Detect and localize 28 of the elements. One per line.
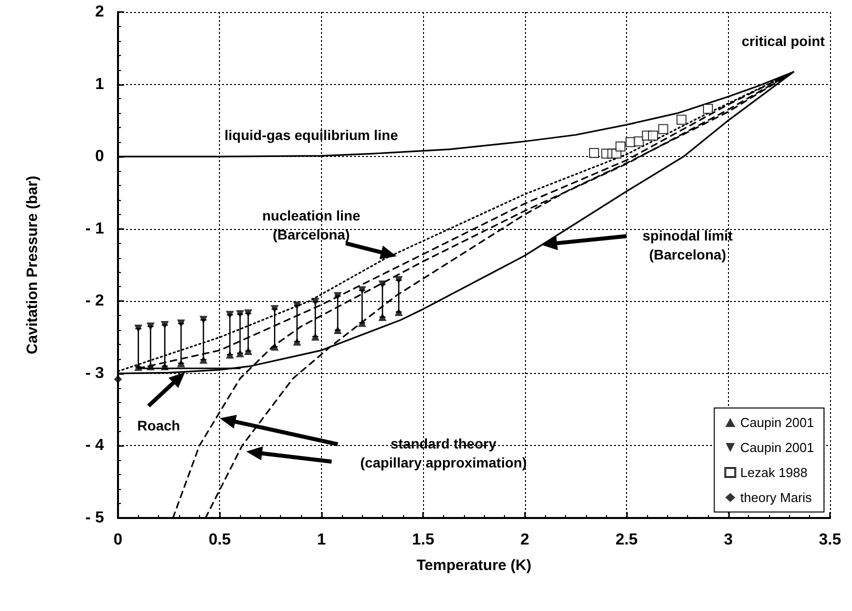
annotation: Roach <box>137 417 180 434</box>
y-tick-label: 1 <box>95 76 104 93</box>
x-tick-label: 3 <box>724 532 733 548</box>
x-axis-title: Temperature (K) <box>416 557 532 574</box>
x-tick-label: 2 <box>520 532 530 548</box>
annotation: nucleation line (Barcelona) <box>262 208 360 243</box>
x-tick-label: 1 <box>316 532 326 548</box>
y-tick-label: - 4 <box>85 437 104 454</box>
y-axis-title: Cavitation Pressure (bar) <box>24 176 41 354</box>
y-tick-label: - 3 <box>85 364 104 382</box>
legend-label: Lezak 1988 <box>740 465 808 480</box>
legend-label: theory Maris <box>740 490 812 505</box>
x-tick-label: 3.5 <box>818 532 842 548</box>
y-tick-label: - 2 <box>85 292 104 310</box>
legend-label: Caupin 2001 <box>740 440 814 455</box>
y-tick-label: 2 <box>95 4 104 20</box>
y-tick-label: 0 <box>95 148 104 166</box>
annotation: critical point <box>742 32 826 49</box>
x-tick-label: 0.5 <box>208 532 231 548</box>
legend-label: Caupin 2001 <box>740 415 814 430</box>
x-tick-label: 2.5 <box>615 532 638 548</box>
x-tick-label: 1.5 <box>412 532 434 548</box>
annotation: spinodal limit (Barcelona) <box>642 227 734 262</box>
annotation: standard theory (capillary approximation) <box>360 435 527 470</box>
annotation: liquid-gas equilibrium line <box>224 126 398 143</box>
y-tick-label: - 1 <box>85 220 104 238</box>
y-tick-label: - 5 <box>85 510 104 526</box>
x-tick-label: 0 <box>114 532 123 548</box>
